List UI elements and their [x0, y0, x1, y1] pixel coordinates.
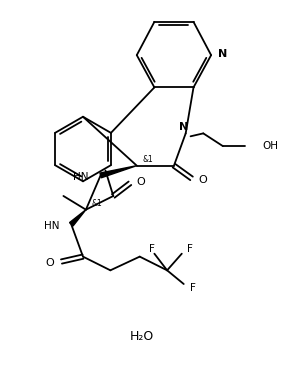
Text: N: N: [218, 49, 227, 59]
Text: HN: HN: [73, 172, 89, 183]
Text: O: O: [199, 176, 207, 185]
Text: F: F: [187, 244, 193, 254]
Text: O: O: [46, 259, 55, 268]
Text: &1: &1: [92, 199, 103, 208]
Text: F: F: [190, 283, 195, 293]
Text: O: O: [137, 177, 145, 187]
Text: &1: &1: [143, 155, 153, 164]
Text: OH: OH: [262, 141, 278, 151]
Text: F: F: [149, 244, 155, 254]
Text: HN: HN: [44, 221, 60, 231]
Text: H₂O: H₂O: [130, 330, 154, 343]
Polygon shape: [100, 166, 137, 178]
Text: N: N: [179, 122, 188, 131]
Polygon shape: [70, 210, 86, 226]
